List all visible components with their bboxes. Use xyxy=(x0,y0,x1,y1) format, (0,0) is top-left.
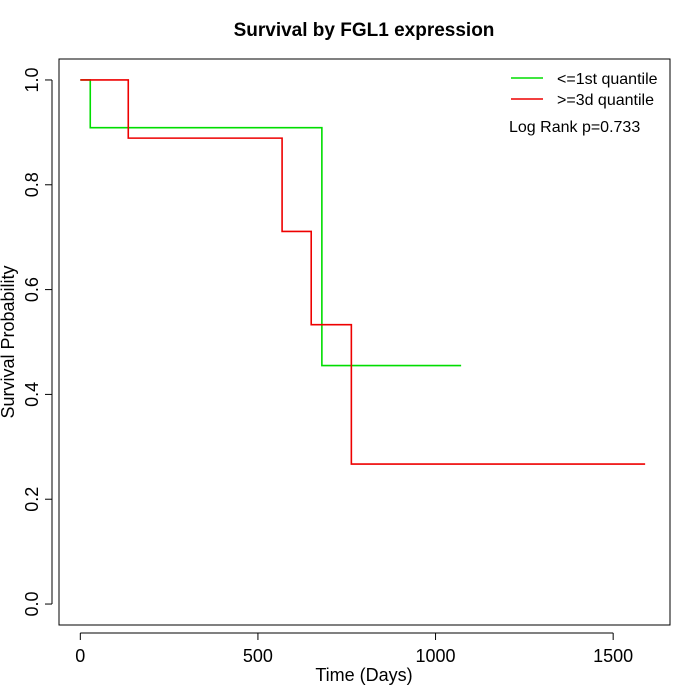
x-tick-label: 500 xyxy=(243,646,273,666)
x-tick-label: 1500 xyxy=(593,646,633,666)
legend-label-series-2: >=3d quantile xyxy=(557,92,654,109)
y-tick-label: 0.8 xyxy=(22,172,42,197)
plot-frame xyxy=(58,58,671,626)
x-axis: 0 500 1000 1500 xyxy=(75,632,633,666)
y-tick-label: 1.0 xyxy=(22,67,42,92)
x-tick-label: 1000 xyxy=(416,646,456,666)
log-rank-annotation: Log Rank p=0.733 xyxy=(509,119,640,136)
legend: <=1st quantile >=3d quantile Log Rank p=… xyxy=(509,71,658,136)
y-tick-label: 0.6 xyxy=(22,277,42,302)
y-tick-label: 0.4 xyxy=(22,382,42,407)
y-tick-label: 0.2 xyxy=(22,487,42,512)
survival-curve-series-2 xyxy=(80,79,646,465)
legend-label-series-1: <=1st quantile xyxy=(557,71,658,88)
x-tick-label: 0 xyxy=(75,646,85,666)
y-axis: 0.0 0.2 0.4 0.6 0.8 1.0 xyxy=(22,67,53,617)
y-axis-title: Survival Probability xyxy=(0,265,18,418)
chart-title: Survival by FGL1 expression xyxy=(234,20,495,41)
y-tick-label: 0.0 xyxy=(22,592,42,617)
survival-curve-series-1 xyxy=(80,79,462,367)
series-layer xyxy=(80,79,646,465)
x-axis-title: Time (Days) xyxy=(315,665,412,685)
